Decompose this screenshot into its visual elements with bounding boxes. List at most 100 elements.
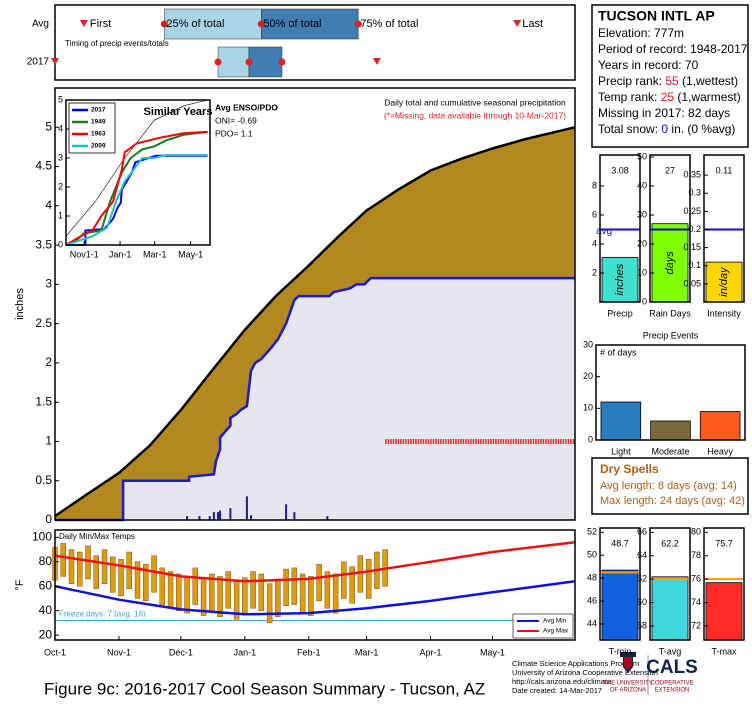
y-tick-label: 0.05 [683, 278, 701, 288]
x-axis-label: T-max [711, 646, 737, 656]
value-label: 27 [665, 165, 675, 175]
y-tick-label: 3 [58, 152, 63, 162]
y-tick-label: 4 [45, 198, 52, 212]
legend-box [512, 613, 574, 639]
y-tick-label: 40 [39, 603, 53, 617]
y-tick-label: 2 [592, 267, 597, 277]
credit: Climate Science Applications Program [512, 659, 639, 668]
credit: University of Arizona Cooperative Extens… [512, 668, 658, 677]
plot-frame [703, 527, 745, 641]
caption: Figure 9c: 2016-2017 Cool Season Summary… [44, 679, 485, 698]
y-tick-label: 2 [45, 355, 52, 369]
y-tick-label: 4 [592, 238, 597, 248]
daily-range [68, 549, 75, 584]
bar [705, 261, 743, 303]
timing-label: 75% of total [360, 18, 418, 30]
daily-bar [186, 516, 189, 520]
daily-range [365, 559, 372, 599]
quartile-marker [354, 20, 362, 28]
y-tick-label: 60 [39, 578, 53, 592]
x-tick-label: May-1 [178, 249, 203, 259]
missing: Missing in 2017: 82 days [598, 106, 730, 120]
quartile-marker [278, 58, 286, 66]
y-tick-label: 3.5 [35, 237, 52, 251]
y-tick-label: 74 [691, 597, 701, 607]
quartile-marker [160, 20, 168, 28]
y-axis-label: °F [14, 579, 26, 590]
ua-text: OF ARIZONA [610, 688, 646, 694]
legend-label: 1963 [91, 131, 106, 138]
legend-label: 2009 [91, 143, 106, 150]
event-marker [51, 58, 59, 65]
legend-box [68, 102, 116, 154]
y-tick-label: 62 [637, 574, 647, 584]
y-tick-label: 0 [642, 296, 647, 306]
y-tick-label: 100 [32, 530, 52, 544]
bar [600, 401, 642, 441]
daily-bar [250, 515, 253, 520]
cals-sub: COOPERATIVE [651, 681, 694, 687]
freeze-label: Freeze days: 7 (avg. 16) [59, 610, 146, 619]
daily-bar [285, 504, 288, 520]
label: Precip rank: [598, 74, 665, 88]
x-tick-label: Jan-1 [234, 647, 257, 657]
x-axis-label: Rain Days [649, 308, 691, 318]
y-tick-label: 44 [587, 618, 597, 628]
note: (1,warmest) [674, 90, 741, 104]
temp-rank: Temp rank: 25 (1,warmest) [598, 90, 741, 104]
bar [650, 420, 691, 441]
y-tick-label: 20 [39, 627, 53, 641]
x-tick-label: Nov-1 [107, 647, 131, 657]
daily-range [143, 564, 149, 602]
x-tick-label: Feb-1 [297, 647, 321, 657]
y-tick-label: 6 [592, 209, 597, 219]
row-label: Avg [32, 19, 49, 30]
daily-bar [229, 508, 232, 520]
plot-frame [649, 527, 691, 641]
x-axis-label: T-min [609, 646, 632, 656]
x-tick-label: Oct-1 [44, 647, 66, 657]
years: Years in record: 70 [598, 58, 699, 72]
y-tick-label: 1 [58, 210, 63, 220]
y-tick-label: 4 [58, 123, 63, 133]
daily-range [93, 555, 99, 589]
dry-spells-box [591, 457, 749, 515]
dry-avg: Avg length: 8 days (avg: 14) [600, 480, 737, 492]
plot-frame [649, 154, 691, 303]
timing-label: First [90, 18, 111, 30]
bar [601, 569, 639, 641]
chart-title: Daily Min/Max Temps [59, 532, 135, 541]
inset-title: Similar Years [144, 106, 213, 118]
y-tick-label: 20 [583, 371, 593, 381]
label: Total snow: [598, 122, 661, 136]
daily-range [192, 567, 199, 605]
y-tick-label: 66 [637, 527, 647, 537]
daily-range [176, 573, 182, 611]
daily-range [275, 578, 281, 617]
daily-bar [219, 510, 222, 520]
dry-max: Max length: 24 days (avg: 42) [600, 495, 745, 507]
x-tick-label: Nov1-1 [70, 249, 99, 259]
ua-text: THE UNIVERSITY [603, 681, 653, 687]
precip-rank: Precip rank: 55 (1,wettest) [598, 74, 738, 88]
y-tick-label: 64 [637, 550, 647, 560]
y-tick-label: 1 [45, 434, 52, 448]
reference-line [65, 99, 208, 237]
x-tick-label: Moderate [651, 446, 689, 456]
y-tick-label: 0.3 [688, 188, 701, 198]
info-box [591, 4, 749, 148]
dry-spells-title: Dry Spells [600, 462, 659, 476]
y-tick-label: 2.5 [35, 316, 52, 330]
daily-range [60, 543, 66, 577]
chart-subtitle: (*=Missing, data available through 10-Ma… [384, 110, 566, 120]
daily-range [242, 577, 248, 614]
daily-range [308, 576, 314, 616]
legend-label: Avg Max [543, 628, 569, 635]
x-tick-label: Mar-1 [355, 647, 379, 657]
value: 0 [661, 122, 668, 136]
y-tick-label: 48 [587, 573, 597, 583]
x-axis-label: Intensity [707, 308, 741, 318]
event-marker [372, 58, 381, 65]
y-tick-label: 0.25 [683, 206, 701, 216]
